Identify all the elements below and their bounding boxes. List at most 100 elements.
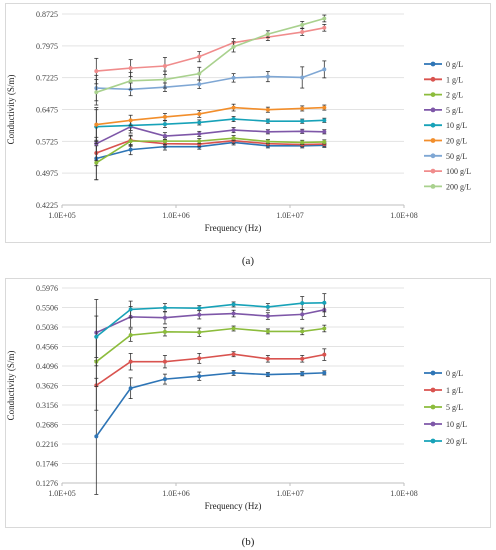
y-tick-label: 0.3626	[36, 382, 58, 391]
data-point	[300, 329, 305, 334]
legend-item: 0 g/L	[424, 60, 463, 69]
y-axis-title: Conductivity (S/m)	[6, 351, 16, 421]
series-line	[95, 137, 325, 164]
data-point	[197, 142, 202, 147]
data-point	[128, 139, 133, 144]
series-line	[96, 27, 325, 72]
x-tick-label: 1.0E+05	[48, 211, 75, 220]
legend-item: 5 g/L	[424, 106, 463, 115]
chart-panel-a: 0.4225 0.4975 0.5725 0.6475 0.7225 0.7975 0.87…	[5, 3, 491, 267]
data-point	[265, 372, 270, 377]
data-point	[231, 136, 236, 141]
y-tick-label: 0.4566	[36, 343, 58, 352]
series-20-g-l	[94, 103, 327, 142]
data-point	[300, 106, 305, 111]
legend-label: 50 g/L	[446, 152, 467, 161]
data-point	[197, 131, 202, 136]
data-point	[322, 370, 327, 375]
chart-a: 0.4225 0.4975 0.5725 0.6475 0.7225 0.7975 0.87…	[6, 10, 471, 233]
legend-label: 0 g/L	[446, 60, 463, 69]
legend-item: 10 g/L	[424, 121, 467, 130]
data-point	[128, 78, 133, 83]
y-tick-label: 0.1276	[36, 479, 58, 488]
legend-marker	[430, 153, 436, 159]
y-tick-label: 0.7225	[36, 74, 58, 83]
data-point	[300, 75, 305, 80]
legend-item: 20 g/L	[424, 437, 467, 446]
y-tick-label: 0.2216	[36, 440, 58, 449]
legend-label: 20 g/L	[446, 137, 467, 146]
legend-item: 5 g/L	[424, 403, 463, 412]
x-tick-label: 1.0E+06	[162, 489, 189, 498]
data-point	[128, 118, 133, 123]
data-point	[265, 304, 270, 309]
legend-marker	[430, 122, 436, 128]
data-point	[322, 67, 327, 72]
data-point	[128, 333, 133, 338]
data-point	[162, 63, 167, 68]
legend-marker	[430, 184, 436, 189]
chart-frame-a	[5, 3, 491, 243]
legend-label: 20 g/L	[446, 437, 467, 446]
data-point	[197, 71, 202, 76]
caption-b: (b)	[241, 536, 255, 548]
series-200-g-l	[94, 14, 327, 106]
data-point	[322, 118, 327, 123]
legend-label: 10 g/L	[446, 121, 467, 130]
data-point	[322, 300, 327, 305]
data-point	[162, 315, 167, 320]
data-point	[322, 16, 327, 21]
legend-label: 2 g/L	[446, 91, 463, 100]
legend-item: 200 g/L	[424, 182, 471, 191]
data-point	[94, 90, 99, 95]
x-tick-label: 1.0E+07	[276, 489, 303, 498]
y-tick-label: 0.4975	[36, 169, 58, 178]
series-1-g-l	[94, 348, 327, 411]
x-tick-label: 1.0E+08	[390, 211, 417, 220]
y-tick-label: 0.7975	[36, 42, 58, 51]
data-point	[322, 326, 327, 331]
data-point	[197, 139, 202, 144]
x-tick-label: 1.0E+05	[48, 489, 75, 498]
data-point	[128, 359, 133, 364]
data-point	[300, 22, 305, 27]
data-point	[231, 370, 236, 375]
series-20-g-l	[94, 293, 327, 358]
data-point	[300, 356, 305, 361]
legend-marker	[430, 61, 436, 67]
x-axis-title: Frequency (Hz)	[205, 501, 262, 511]
y-tick-label: 0.4225	[36, 201, 58, 210]
data-point	[322, 105, 327, 110]
legend-item: 50 g/L	[424, 152, 467, 161]
data-point	[128, 386, 133, 391]
data-point	[162, 377, 167, 382]
legend-item: 2 g/L	[424, 91, 463, 100]
legend-label: 5 g/L	[446, 106, 463, 115]
data-point	[231, 311, 236, 316]
y-tick-label: 0.5725	[36, 137, 58, 146]
y-tick-label: 0.3156	[36, 401, 58, 410]
legend-label: 1 g/L	[446, 75, 463, 84]
data-point	[128, 147, 133, 152]
legend-item: 1 g/L	[424, 75, 463, 84]
legend-item: 0 g/L	[424, 369, 463, 378]
data-point	[197, 120, 202, 125]
data-point	[231, 75, 236, 80]
data-point	[322, 25, 327, 30]
data-point	[300, 119, 305, 124]
series-5-g-l	[94, 119, 327, 162]
data-point	[162, 114, 167, 119]
y-tick-label: 0.5976	[36, 284, 58, 293]
x-tick-label: 1.0E+06	[162, 211, 189, 220]
data-point	[197, 356, 202, 361]
legend-item: 10 g/L	[424, 420, 467, 429]
legend-label: 200 g/L	[446, 182, 471, 191]
y-axis-title: Conductivity (S/m)	[6, 75, 16, 145]
legend-marker	[430, 92, 436, 97]
data-point	[94, 434, 99, 439]
data-point	[128, 307, 133, 312]
legend-marker	[430, 76, 436, 82]
y-tick-label: 0.4096	[36, 362, 58, 371]
data-point	[94, 122, 99, 127]
data-point	[265, 356, 270, 361]
